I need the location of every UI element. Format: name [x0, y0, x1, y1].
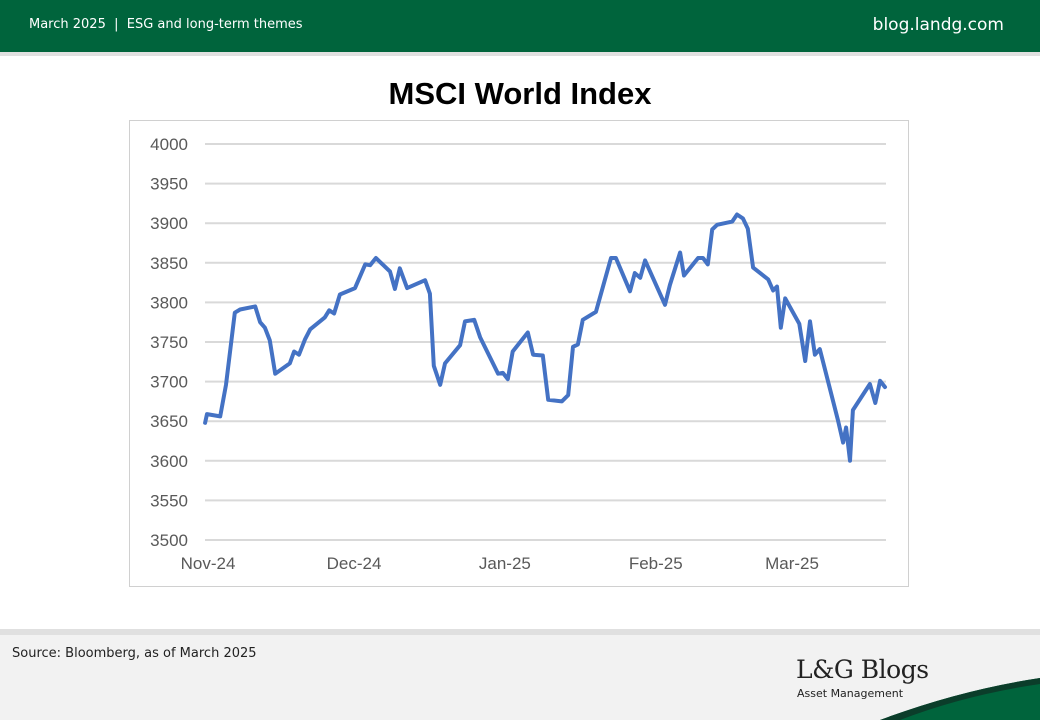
footer: Source: Bloomberg, as of March 2025 L&G …	[0, 635, 1040, 720]
y-tick-label: 3750	[150, 333, 188, 352]
series-line-msci-world	[203, 212, 887, 463]
y-tick-label: 3650	[150, 412, 188, 431]
x-tick-label: Feb-25	[629, 554, 683, 573]
issue-and-theme: March 2025 | ESG and long-term themes	[29, 17, 303, 32]
logo-subtitle: Asset Management	[797, 687, 904, 700]
x-tick-label: Mar-25	[765, 554, 819, 573]
top-banner: March 2025 | ESG and long-term themes bl…	[0, 0, 1040, 52]
y-tick-label: 3600	[150, 452, 188, 471]
y-tick-label: 3850	[150, 254, 188, 273]
lg-blogs-logo: L&G Blogs	[796, 655, 929, 684]
source-note: Source: Bloomberg, as of March 2025	[12, 646, 257, 661]
footer-divider	[0, 629, 1040, 635]
y-tick-label: 3950	[150, 175, 188, 194]
chart-title: MSCI World Index	[388, 76, 652, 111]
y-tick-label: 3550	[150, 491, 188, 510]
y-tick-label: 3700	[150, 373, 188, 392]
y-tick-label: 3900	[150, 214, 188, 233]
site-link[interactable]: blog.landg.com	[872, 15, 1004, 35]
header-divider	[0, 52, 1040, 56]
x-tick-label: Jan-25	[479, 554, 531, 573]
brand-swoosh	[880, 678, 1040, 720]
y-tick-label: 3500	[150, 531, 188, 550]
x-tick-label: Dec-24	[327, 554, 382, 573]
chart-frame	[129, 120, 909, 587]
y-tick-label: 4000	[150, 135, 188, 154]
y-tick-label: 3800	[150, 293, 188, 312]
x-tick-label: Nov-24	[181, 554, 236, 573]
